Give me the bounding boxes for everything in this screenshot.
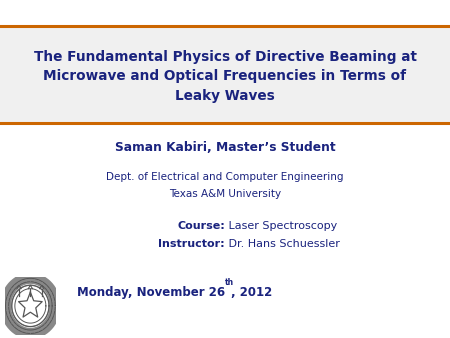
- Text: th: th: [225, 279, 234, 287]
- Text: Texas A&M University: Texas A&M University: [169, 189, 281, 199]
- Text: Instructor:: Instructor:: [158, 239, 225, 249]
- Text: Dr. Hans Schuessler: Dr. Hans Schuessler: [225, 239, 340, 249]
- Text: Course:: Course:: [177, 221, 225, 232]
- Text: , 2012: , 2012: [231, 286, 273, 299]
- Bar: [0, 26, 450, 123]
- Text: The Fundamental Physics of Directive Beaming at
Microwave and Optical Frequencie: The Fundamental Physics of Directive Bea…: [33, 50, 417, 102]
- Text: Dept. of Electrical and Computer Engineering: Dept. of Electrical and Computer Enginee…: [106, 172, 344, 183]
- Text: Saman Kabiri, Master’s Student: Saman Kabiri, Master’s Student: [115, 141, 335, 153]
- Text: Laser Spectroscopy: Laser Spectroscopy: [225, 221, 337, 232]
- Text: Monday, November 26: Monday, November 26: [77, 286, 225, 299]
